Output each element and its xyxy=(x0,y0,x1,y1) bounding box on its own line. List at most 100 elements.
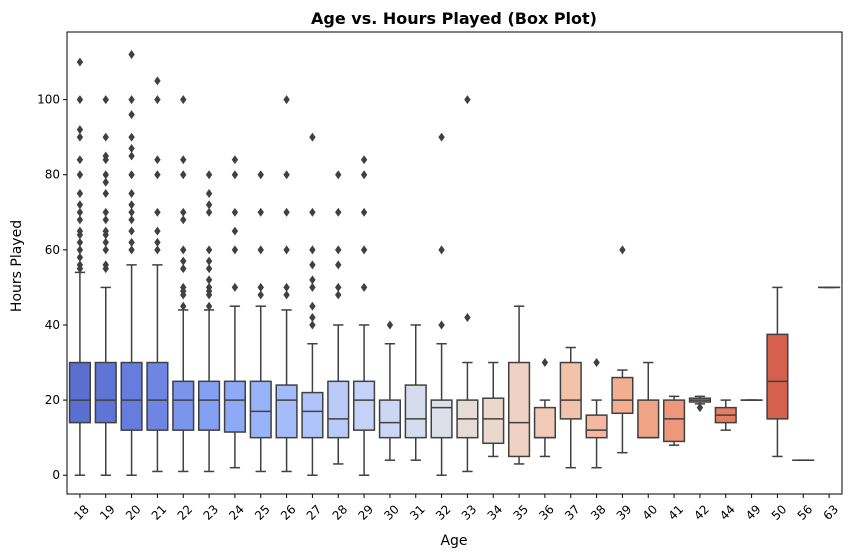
outlier-point xyxy=(283,290,290,300)
x-tick-label: 28 xyxy=(330,502,351,523)
outlier-point xyxy=(128,226,135,236)
outlier-point xyxy=(360,170,368,180)
x-tick-label: 22 xyxy=(175,502,196,523)
outlier-point xyxy=(360,207,368,217)
outlier-point xyxy=(76,237,84,247)
outlier-point xyxy=(231,207,239,217)
box-group-age-27 xyxy=(301,132,324,476)
box-iqr xyxy=(249,380,272,439)
outlier-point xyxy=(128,170,135,180)
box-iqr xyxy=(275,384,298,439)
outlier-point xyxy=(541,358,549,368)
box-iqr xyxy=(223,380,246,433)
x-tick-label: 21 xyxy=(149,502,170,523)
outlier-point xyxy=(283,282,290,292)
outlier-point xyxy=(128,95,135,105)
outlier-point xyxy=(257,290,264,300)
box-iqr xyxy=(301,391,324,439)
outlier-point xyxy=(335,170,342,180)
outlier-point xyxy=(309,312,316,322)
outlier-point xyxy=(231,282,239,292)
box-group-age-40 xyxy=(637,361,660,439)
box-group-age-41 xyxy=(663,395,686,446)
y-axis: 0 20 40 60 80 100 xyxy=(37,93,67,482)
outlier-point xyxy=(128,50,135,60)
outlier-point xyxy=(76,252,84,262)
outlier-point xyxy=(102,177,109,187)
outlier-point xyxy=(76,155,84,165)
outlier-point xyxy=(154,237,161,247)
box-iqr xyxy=(68,361,92,424)
box-iqr xyxy=(559,361,582,420)
outlier-point xyxy=(283,207,290,217)
box-iqr xyxy=(663,399,686,443)
outlier-point xyxy=(619,245,626,255)
outlier-point xyxy=(438,245,445,255)
box-group-age-29 xyxy=(353,155,376,476)
x-tick-label: 49 xyxy=(743,502,764,523)
box-group-age-39 xyxy=(611,245,634,454)
outlier-point xyxy=(128,189,135,198)
outlier-point xyxy=(180,245,187,255)
outlier-point xyxy=(128,237,135,247)
outlier-point xyxy=(180,264,187,274)
outlier-point xyxy=(128,200,135,210)
outlier-point xyxy=(102,260,109,270)
x-tick-label: 24 xyxy=(226,502,247,523)
outlier-point xyxy=(102,215,109,225)
outlier-point xyxy=(231,155,239,165)
outlier-point xyxy=(180,95,187,105)
x-tick-label: 39 xyxy=(614,502,635,523)
box-group-age-18 xyxy=(68,57,92,476)
outlier-point xyxy=(76,260,84,270)
y-tick-label: 0 xyxy=(52,468,60,482)
box-iqr xyxy=(430,399,453,439)
outlier-point xyxy=(180,207,187,217)
x-tick-label: 20 xyxy=(123,502,144,523)
outlier-point xyxy=(128,143,135,153)
y-tick-label: 80 xyxy=(45,168,60,182)
outlier-point xyxy=(386,320,394,330)
outlier-point xyxy=(335,282,342,292)
outlier-point xyxy=(102,245,109,255)
outlier-point xyxy=(102,189,109,198)
outlier-point xyxy=(76,170,84,180)
box-iqr xyxy=(353,380,376,431)
outlier-point xyxy=(283,95,290,105)
box-group-age-35 xyxy=(508,305,531,465)
outlier-point xyxy=(283,170,290,180)
outlier-point xyxy=(438,320,445,330)
x-tick-label: 31 xyxy=(407,502,428,523)
outlier-point xyxy=(205,264,213,274)
box-iqr xyxy=(327,380,350,439)
outlier-point xyxy=(335,245,342,255)
x-tick-label: 33 xyxy=(459,502,480,523)
outlier-point xyxy=(309,320,316,330)
box-group-age-42 xyxy=(688,395,711,413)
box-group-age-22 xyxy=(172,95,195,473)
outlier-point xyxy=(76,245,84,255)
box-group-age-36 xyxy=(533,358,556,458)
outlier-point xyxy=(205,275,213,285)
outlier-point xyxy=(309,132,316,142)
x-tick-label: 36 xyxy=(536,502,557,523)
outlier-point xyxy=(257,207,264,217)
outlier-point xyxy=(154,207,161,217)
box-iqr xyxy=(766,333,789,420)
x-axis: 18 19 20 21 22 23 24 25 26 27 28 29 30 31 32 33 34 35 36 37… xyxy=(71,494,841,523)
box-iqr xyxy=(533,406,556,439)
outlier-point xyxy=(257,170,264,180)
outlier-point xyxy=(309,301,316,311)
x-tick-label: 34 xyxy=(485,502,506,523)
outlier-point xyxy=(309,245,316,255)
x-tick-label: 29 xyxy=(355,502,376,523)
box-iqr xyxy=(172,380,195,431)
outlier-point xyxy=(128,207,135,217)
x-tick-label: 27 xyxy=(304,502,325,523)
outlier-point xyxy=(102,207,109,217)
box-group-age-26 xyxy=(275,95,298,473)
box-group-age-31 xyxy=(404,324,427,461)
x-tick-label: 25 xyxy=(252,502,273,523)
outlier-point xyxy=(76,95,84,105)
outlier-point xyxy=(102,237,109,247)
